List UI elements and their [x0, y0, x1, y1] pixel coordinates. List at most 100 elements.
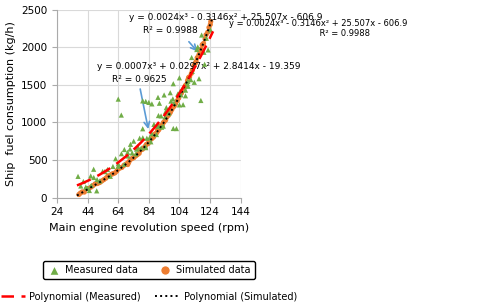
Point: [176, 92, 184, 97]
Point: [142, 99, 150, 104]
Point: [188, 55, 196, 60]
Point: [142, 142, 150, 147]
Point: [184, 76, 192, 81]
Point: [182, 93, 190, 98]
Point: [112, 156, 120, 161]
Point: [184, 78, 192, 83]
Point: [200, 41, 207, 46]
Point: [152, 132, 160, 137]
Y-axis label: Ship  fuel consumption (kg/h): Ship fuel consumption (kg/h): [6, 21, 16, 186]
Point: [96, 178, 104, 183]
Point: [162, 109, 170, 114]
Point: [167, 99, 175, 104]
Point: [139, 135, 147, 140]
Point: [104, 174, 112, 178]
Point: [82, 185, 90, 189]
Point: [132, 153, 140, 158]
Point: [181, 84, 189, 89]
Point: [124, 150, 132, 155]
Point: [164, 113, 172, 118]
Point: [166, 90, 174, 95]
Point: [184, 84, 192, 89]
Point: [104, 167, 112, 172]
Point: [201, 36, 209, 41]
Point: [147, 139, 155, 144]
Point: [148, 136, 156, 141]
Point: [78, 189, 86, 194]
Point: [124, 161, 132, 165]
Point: [77, 184, 85, 188]
Point: [91, 181, 99, 186]
Point: [190, 80, 198, 85]
Point: [130, 155, 138, 160]
Point: [138, 147, 146, 152]
Point: [93, 181, 101, 186]
Point: [154, 113, 162, 118]
Point: [204, 47, 212, 52]
Point: [193, 55, 201, 60]
Point: [195, 76, 203, 81]
Point: [192, 61, 200, 66]
Point: [154, 124, 162, 129]
Point: [89, 183, 97, 188]
Point: [192, 59, 200, 64]
Point: [157, 113, 165, 118]
Point: [142, 145, 150, 150]
Point: [200, 50, 208, 55]
Point: [193, 47, 201, 52]
Point: [168, 107, 176, 112]
Point: [188, 69, 196, 74]
Point: [152, 130, 160, 135]
Point: [134, 152, 141, 157]
Point: [174, 98, 182, 103]
Point: [172, 102, 179, 106]
Point: [154, 128, 162, 133]
Point: [87, 185, 95, 189]
Point: [118, 151, 126, 156]
Point: [76, 191, 84, 195]
Point: [124, 160, 132, 165]
Point: [170, 126, 177, 131]
Point: [120, 147, 128, 152]
Point: [126, 142, 134, 147]
Point: [154, 95, 162, 100]
Point: [98, 178, 106, 183]
Point: [108, 172, 116, 177]
Point: [195, 52, 203, 57]
Point: [178, 88, 186, 93]
Point: [198, 33, 205, 37]
Point: [128, 150, 136, 155]
Point: [176, 102, 184, 107]
Point: [151, 132, 159, 136]
Point: [130, 155, 138, 160]
Point: [188, 68, 196, 73]
Text: R² = 0.9988: R² = 0.9988: [144, 26, 198, 36]
Point: [184, 79, 192, 84]
Point: [145, 100, 153, 105]
Point: [158, 123, 166, 128]
Point: [114, 166, 122, 171]
Point: [146, 137, 154, 142]
Point: [116, 166, 124, 171]
Point: [132, 151, 140, 156]
Point: [122, 162, 130, 167]
Point: [174, 92, 182, 96]
Point: [145, 138, 153, 143]
Point: [160, 92, 168, 97]
Text: y = 0.0007x³ + 0.0297x² + 2.8414x - 19.359: y = 0.0007x³ + 0.0297x² + 2.8414x - 19.3…: [98, 62, 301, 71]
Point: [132, 147, 140, 152]
Point: [114, 161, 122, 166]
Point: [130, 139, 138, 143]
Point: [197, 98, 205, 103]
Point: [95, 180, 103, 185]
Point: [135, 151, 143, 156]
Point: [178, 91, 186, 95]
Point: [160, 124, 168, 129]
Point: [102, 176, 110, 181]
Point: [100, 177, 108, 182]
Point: [109, 164, 117, 169]
Point: [137, 146, 145, 150]
X-axis label: Main engine revolution speed (rpm): Main engine revolution speed (rpm): [49, 223, 249, 233]
Point: [196, 49, 204, 54]
Point: [154, 123, 162, 127]
